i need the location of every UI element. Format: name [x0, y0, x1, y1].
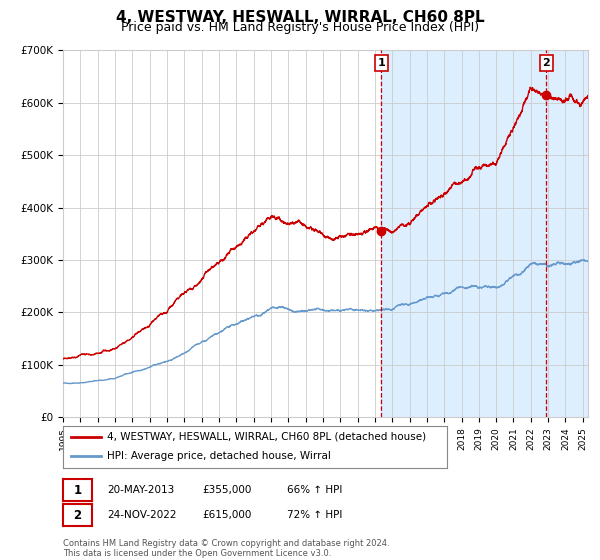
Text: £615,000: £615,000 [203, 510, 252, 520]
Text: 72% ↑ HPI: 72% ↑ HPI [287, 510, 342, 520]
Bar [382, 50, 600, 417]
Text: 4, WESTWAY, HESWALL, WIRRAL, CH60 8PL: 4, WESTWAY, HESWALL, WIRRAL, CH60 8PL [116, 11, 484, 25]
Text: 66% ↑ HPI: 66% ↑ HPI [287, 485, 342, 495]
Text: Price paid vs. HM Land Registry's House Price Index (HPI): Price paid vs. HM Land Registry's House … [121, 21, 479, 35]
Text: 24-NOV-2022: 24-NOV-2022 [107, 510, 176, 520]
Text: This data is licensed under the Open Government Licence v3.0.: This data is licensed under the Open Gov… [63, 549, 331, 558]
Text: 2: 2 [542, 58, 550, 68]
Text: 20-MAY-2013: 20-MAY-2013 [107, 485, 174, 495]
Text: HPI: Average price, detached house, Wirral: HPI: Average price, detached house, Wirr… [107, 451, 331, 461]
Text: 1: 1 [73, 483, 82, 497]
Text: 2: 2 [73, 508, 82, 522]
Text: £355,000: £355,000 [203, 485, 252, 495]
Text: Contains HM Land Registry data © Crown copyright and database right 2024.: Contains HM Land Registry data © Crown c… [63, 539, 389, 548]
Text: 1: 1 [377, 58, 385, 68]
Text: 4, WESTWAY, HESWALL, WIRRAL, CH60 8PL (detached house): 4, WESTWAY, HESWALL, WIRRAL, CH60 8PL (d… [107, 432, 426, 442]
